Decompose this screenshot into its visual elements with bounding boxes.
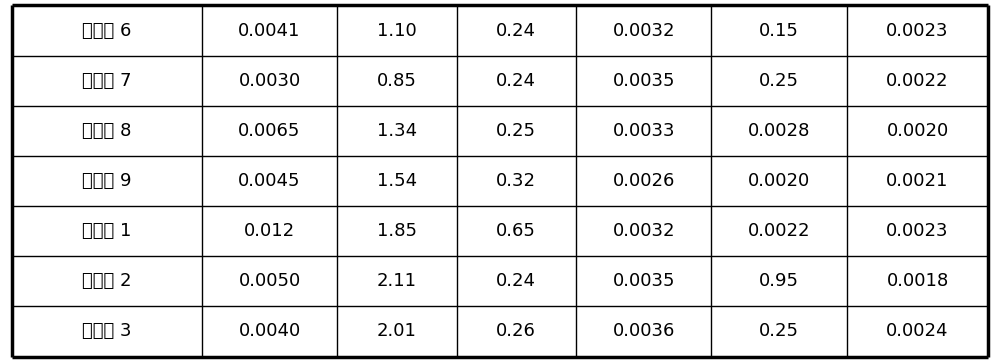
Text: 0.0022: 0.0022: [748, 222, 810, 240]
Text: 0.85: 0.85: [377, 72, 417, 90]
Text: 0.24: 0.24: [496, 272, 536, 290]
Text: 0.65: 0.65: [496, 222, 536, 240]
Text: 0.0035: 0.0035: [612, 272, 675, 290]
Text: 0.0032: 0.0032: [612, 21, 675, 39]
Text: 0.0020: 0.0020: [886, 122, 949, 140]
Text: 0.25: 0.25: [759, 323, 799, 341]
Text: 0.0022: 0.0022: [886, 72, 949, 90]
Text: 0.0032: 0.0032: [612, 222, 675, 240]
Text: 实施例 6: 实施例 6: [82, 21, 132, 39]
Text: 0.24: 0.24: [496, 21, 536, 39]
Text: 0.26: 0.26: [496, 323, 536, 341]
Text: 0.95: 0.95: [759, 272, 799, 290]
Text: 0.0020: 0.0020: [748, 172, 810, 190]
Text: 0.0036: 0.0036: [613, 323, 675, 341]
Text: 0.0023: 0.0023: [886, 222, 949, 240]
Text: 0.0035: 0.0035: [612, 72, 675, 90]
Text: 0.0050: 0.0050: [238, 272, 301, 290]
Text: 对比例 2: 对比例 2: [82, 272, 132, 290]
Text: 0.012: 0.012: [244, 222, 295, 240]
Text: 1.10: 1.10: [377, 21, 417, 39]
Text: 2.01: 2.01: [377, 323, 417, 341]
Text: 2.11: 2.11: [377, 272, 417, 290]
Text: 0.0065: 0.0065: [238, 122, 301, 140]
Text: 0.24: 0.24: [496, 72, 536, 90]
Text: 0.25: 0.25: [759, 72, 799, 90]
Text: 0.0040: 0.0040: [238, 323, 301, 341]
Text: 0.0021: 0.0021: [886, 172, 949, 190]
Text: 1.54: 1.54: [377, 172, 417, 190]
Text: 0.32: 0.32: [496, 172, 536, 190]
Text: 0.15: 0.15: [759, 21, 799, 39]
Text: 0.0026: 0.0026: [613, 172, 675, 190]
Text: 实施例 8: 实施例 8: [82, 122, 132, 140]
Text: 0.0041: 0.0041: [238, 21, 301, 39]
Text: 实施例 9: 实施例 9: [82, 172, 132, 190]
Text: 0.0033: 0.0033: [612, 122, 675, 140]
Text: 0.0018: 0.0018: [886, 272, 949, 290]
Text: 1.85: 1.85: [377, 222, 417, 240]
Text: 对比例 1: 对比例 1: [82, 222, 132, 240]
Text: 0.0024: 0.0024: [886, 323, 949, 341]
Text: 0.0023: 0.0023: [886, 21, 949, 39]
Text: 对比例 3: 对比例 3: [82, 323, 132, 341]
Text: 1.34: 1.34: [377, 122, 417, 140]
Text: 0.0030: 0.0030: [238, 72, 301, 90]
Text: 实施例 7: 实施例 7: [82, 72, 132, 90]
Text: 0.0028: 0.0028: [748, 122, 810, 140]
Text: 0.25: 0.25: [496, 122, 536, 140]
Text: 0.0045: 0.0045: [238, 172, 301, 190]
